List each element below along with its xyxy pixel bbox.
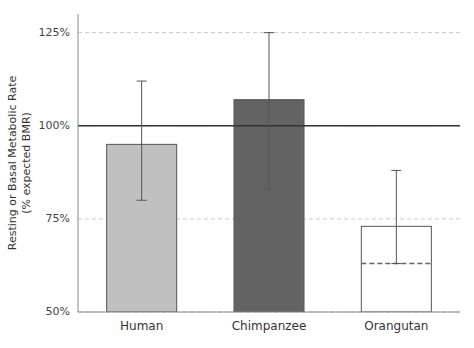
y-tick-label: 100% — [39, 119, 70, 132]
error-bars — [137, 33, 402, 264]
chart-container: 50% 75% 100% 125% Human Chimpanzee Orangutan Re… — [0, 0, 474, 348]
error-bar — [391, 170, 401, 263]
y-tick-label: 50% — [46, 305, 70, 318]
x-tick-label: Human — [120, 319, 163, 333]
grid-line — [78, 312, 460, 313]
y-axis-label-line: Resting or Basal Metabolic Rate — [6, 76, 19, 251]
y-axis — [78, 14, 79, 312]
y-tick-label: 125% — [39, 26, 70, 39]
x-tick-label: Orangutan — [364, 319, 428, 333]
x-axis — [78, 312, 460, 313]
chart: 50% 75% 100% 125% Human Chimpanzee Orangutan Re… — [0, 0, 474, 348]
error-bar — [137, 81, 147, 200]
error-bar — [264, 33, 274, 189]
y-tick-label: 75% — [46, 212, 70, 225]
y-axis-label-line: (% expected BMR) — [20, 112, 33, 214]
y-axis-label: Resting or Basal Metabolic Rate(% expect… — [6, 76, 33, 251]
x-tick-label: Chimpanzee — [232, 319, 307, 333]
grid — [78, 33, 460, 312]
